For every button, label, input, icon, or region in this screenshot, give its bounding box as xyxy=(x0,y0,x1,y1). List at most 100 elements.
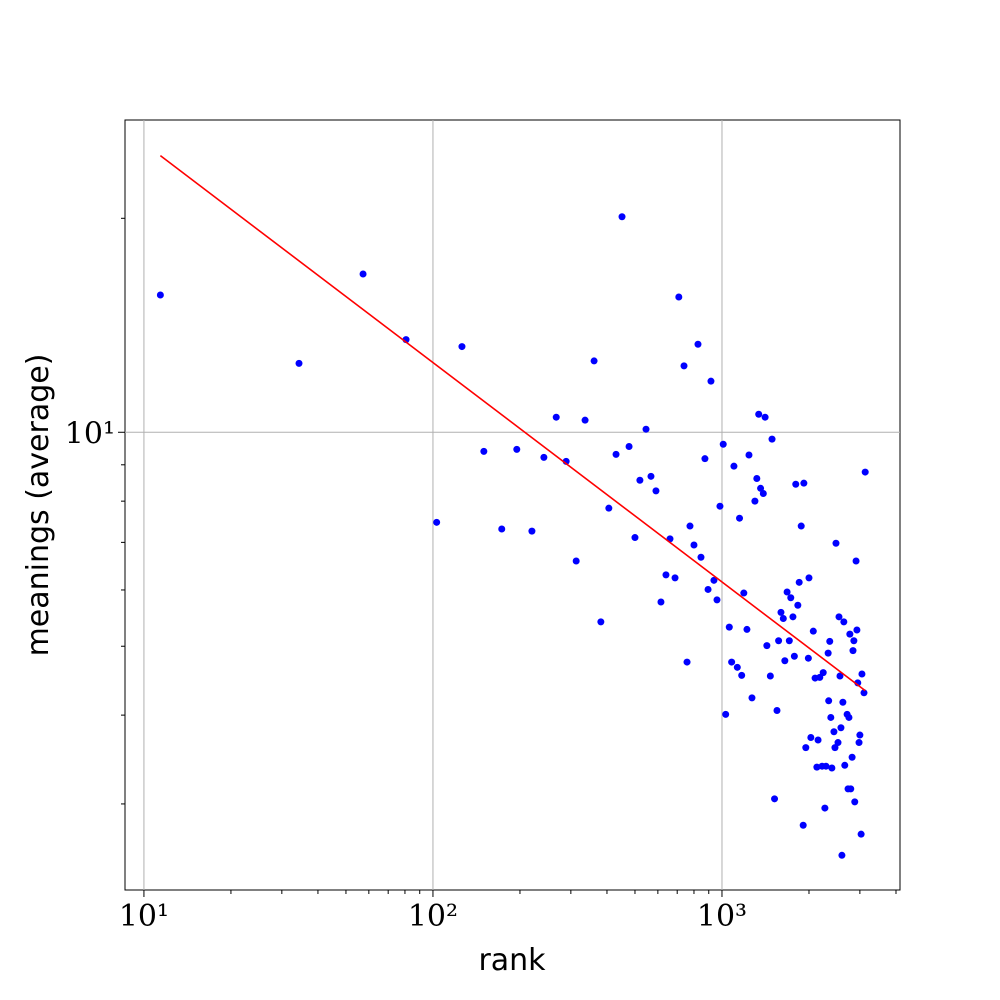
point xyxy=(804,654,812,662)
point xyxy=(835,613,843,621)
point xyxy=(857,830,865,838)
point xyxy=(740,589,748,597)
x-tick-label: 10² xyxy=(408,899,458,934)
point xyxy=(625,442,633,450)
point xyxy=(828,764,836,772)
point xyxy=(751,497,759,505)
point xyxy=(730,462,738,470)
point xyxy=(652,487,660,495)
point xyxy=(707,377,715,385)
point xyxy=(850,637,858,645)
point xyxy=(852,557,860,565)
point xyxy=(156,291,164,299)
point xyxy=(728,658,736,666)
point xyxy=(761,413,769,421)
point xyxy=(853,626,861,634)
point xyxy=(807,734,815,742)
point xyxy=(813,763,821,771)
point xyxy=(540,453,548,461)
point xyxy=(458,343,466,351)
point xyxy=(763,642,771,650)
point xyxy=(802,744,810,752)
point xyxy=(860,689,868,697)
point xyxy=(792,480,800,488)
point xyxy=(834,739,842,747)
point xyxy=(745,451,753,459)
point xyxy=(498,525,506,533)
point xyxy=(713,596,721,604)
point xyxy=(824,649,832,657)
point xyxy=(771,795,779,803)
point xyxy=(826,637,834,645)
point xyxy=(743,625,751,633)
point xyxy=(789,613,797,621)
point xyxy=(694,340,702,348)
point xyxy=(837,724,845,732)
point xyxy=(836,672,844,680)
point xyxy=(821,804,829,812)
plot-frame xyxy=(124,119,901,891)
point xyxy=(845,713,853,721)
point xyxy=(848,753,856,761)
point xyxy=(657,598,665,606)
x-tick-label: 10¹ xyxy=(119,899,169,934)
point xyxy=(722,710,730,718)
fit-line xyxy=(159,155,866,692)
point xyxy=(642,425,650,433)
point xyxy=(858,670,866,678)
point xyxy=(797,522,805,530)
point xyxy=(779,615,787,623)
point xyxy=(856,731,864,739)
point xyxy=(675,293,683,301)
point xyxy=(832,539,840,547)
point xyxy=(662,571,670,579)
point xyxy=(710,576,718,584)
point xyxy=(822,762,830,770)
point xyxy=(781,657,789,665)
point xyxy=(841,761,849,769)
point xyxy=(805,574,813,582)
point xyxy=(847,785,855,793)
point xyxy=(433,518,441,526)
point xyxy=(605,504,613,512)
point xyxy=(690,541,698,549)
point xyxy=(783,588,791,596)
point xyxy=(552,413,560,421)
point xyxy=(800,479,808,487)
point xyxy=(787,594,795,602)
point xyxy=(777,608,785,616)
point xyxy=(697,553,705,561)
point xyxy=(794,601,802,609)
point xyxy=(755,410,763,418)
x-axis-label: rank xyxy=(478,943,546,978)
point xyxy=(738,671,746,679)
point xyxy=(757,484,765,492)
point xyxy=(773,707,781,715)
point xyxy=(838,851,846,859)
point xyxy=(825,697,833,705)
point xyxy=(799,821,807,829)
point xyxy=(725,623,733,631)
x-tick-label: 10³ xyxy=(697,899,747,934)
point xyxy=(572,557,580,565)
point xyxy=(597,618,605,626)
point xyxy=(631,534,639,542)
point xyxy=(768,435,776,443)
point xyxy=(775,637,783,645)
point xyxy=(733,663,741,671)
point xyxy=(748,694,756,702)
point xyxy=(528,527,536,535)
point xyxy=(759,490,767,498)
point xyxy=(686,522,694,530)
point xyxy=(704,585,712,593)
point xyxy=(753,474,761,482)
point xyxy=(736,514,744,522)
point xyxy=(647,472,655,480)
point xyxy=(480,447,488,455)
point xyxy=(795,578,803,586)
point xyxy=(809,627,817,635)
y-tick-label: 10¹ xyxy=(65,416,115,451)
point xyxy=(827,713,835,721)
point xyxy=(814,736,822,744)
point xyxy=(851,798,859,806)
